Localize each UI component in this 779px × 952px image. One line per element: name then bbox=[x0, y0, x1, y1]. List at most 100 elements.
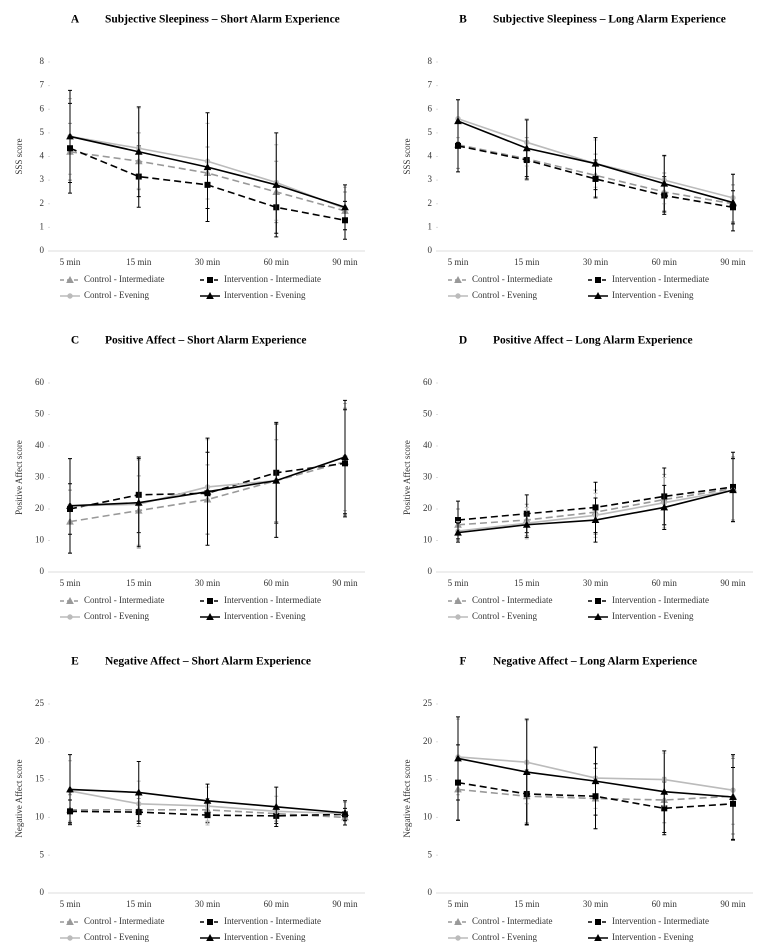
panel-title: Negative Affect – Short Alarm Experience bbox=[105, 656, 311, 668]
x-tick-label: 15 min bbox=[126, 899, 152, 909]
panel-letter: F bbox=[459, 656, 466, 668]
legend-marker bbox=[455, 614, 461, 620]
legend-marker bbox=[66, 917, 74, 925]
panel: D Positive Affect – Long Alarm Experience… bbox=[402, 335, 753, 621]
legend-marker bbox=[207, 277, 213, 283]
y-tick-label: 10 bbox=[35, 811, 45, 821]
marker bbox=[729, 792, 737, 800]
x-tick-label: 90 min bbox=[720, 257, 746, 267]
legend-label: Control - Evening bbox=[84, 290, 149, 300]
y-tick-label: 0 bbox=[428, 566, 433, 576]
x-tick-label: 15 min bbox=[514, 899, 540, 909]
y-tick-label: 6 bbox=[428, 103, 433, 113]
legend-marker bbox=[595, 277, 601, 283]
x-tick-label: 60 min bbox=[264, 257, 290, 267]
x-tick-label: 5 min bbox=[448, 578, 469, 588]
y-tick-label: 8 bbox=[428, 56, 433, 66]
y-tick-label: 20 bbox=[423, 736, 433, 746]
x-tick-label: 15 min bbox=[126, 257, 152, 267]
marker bbox=[134, 788, 143, 796]
legend-marker bbox=[207, 598, 213, 604]
y-axis-label: SSS score bbox=[402, 138, 412, 174]
marker bbox=[272, 802, 281, 810]
legend-marker bbox=[594, 291, 602, 299]
legend-label: Intervention - Evening bbox=[224, 932, 306, 942]
panel: A Subjective Sleepiness – Short Alarm Exp… bbox=[14, 14, 365, 300]
y-tick-label: 7 bbox=[428, 80, 433, 90]
y-tick-label: 30 bbox=[35, 472, 45, 482]
panel-letter: C bbox=[71, 335, 79, 347]
x-tick-label: 5 min bbox=[60, 899, 81, 909]
legend-marker bbox=[206, 933, 214, 941]
legend-marker bbox=[67, 614, 73, 620]
legend-label: Intervention - Intermediate bbox=[224, 274, 321, 284]
marker bbox=[455, 142, 461, 149]
x-tick-label: 60 min bbox=[264, 899, 290, 909]
marker bbox=[660, 179, 669, 187]
legend-label: Intervention - Intermediate bbox=[612, 595, 709, 605]
x-tick-label: 90 min bbox=[720, 899, 746, 909]
panel: F Negative Affect – Long Alarm Experience… bbox=[402, 656, 753, 942]
y-axis-label: Positive Affect score bbox=[402, 440, 412, 515]
legend-marker bbox=[66, 275, 74, 283]
y-axis-label: Negative Affect score bbox=[14, 759, 24, 837]
legend-marker bbox=[206, 612, 214, 620]
marker bbox=[729, 486, 737, 494]
y-tick-label: 40 bbox=[35, 440, 45, 450]
legend-label: Control - Evening bbox=[472, 932, 537, 942]
legend-marker bbox=[67, 935, 73, 941]
x-tick-label: 60 min bbox=[264, 578, 290, 588]
y-tick-label: 10 bbox=[35, 535, 45, 545]
legend-marker bbox=[206, 291, 214, 299]
marker bbox=[66, 501, 74, 509]
marker bbox=[454, 754, 462, 762]
series-line bbox=[69, 150, 346, 212]
y-tick-label: 4 bbox=[428, 151, 433, 161]
y-axis-label: SSS score bbox=[14, 138, 24, 174]
y-tick-label: 2 bbox=[40, 198, 45, 208]
marker bbox=[341, 452, 349, 461]
legend-marker bbox=[594, 933, 602, 941]
legend-marker bbox=[207, 919, 213, 925]
panel-title: Negative Affect – Long Alarm Experience bbox=[493, 656, 697, 668]
x-tick-label: 30 min bbox=[583, 257, 609, 267]
legend-marker bbox=[454, 596, 462, 604]
legend-label: Intervention - Evening bbox=[224, 290, 306, 300]
legend-marker bbox=[455, 293, 461, 299]
panel-title: Subjective Sleepiness – Short Alarm Expe… bbox=[105, 14, 340, 26]
x-tick-label: 90 min bbox=[332, 899, 358, 909]
legend-label: Control - Evening bbox=[472, 290, 537, 300]
marker bbox=[203, 487, 212, 495]
marker bbox=[134, 498, 143, 506]
marker bbox=[591, 777, 600, 785]
x-tick-label: 60 min bbox=[652, 578, 678, 588]
x-tick-label: 30 min bbox=[583, 578, 609, 588]
legend-marker bbox=[455, 935, 461, 941]
y-tick-label: 8 bbox=[40, 56, 45, 66]
panel: B Subjective Sleepiness – Long Alarm Expe… bbox=[402, 14, 753, 300]
marker bbox=[66, 785, 74, 793]
marker bbox=[591, 515, 600, 524]
y-tick-label: 10 bbox=[423, 811, 433, 821]
marker bbox=[203, 796, 212, 804]
y-tick-label: 50 bbox=[423, 409, 433, 419]
legend-marker bbox=[594, 612, 602, 620]
y-tick-label: 20 bbox=[423, 503, 433, 513]
y-tick-label: 0 bbox=[428, 887, 433, 897]
y-tick-label: 15 bbox=[423, 774, 433, 784]
legend-label: Intervention - Evening bbox=[224, 611, 306, 621]
y-tick-label: 0 bbox=[428, 245, 433, 255]
legend-label: Intervention - Evening bbox=[612, 290, 694, 300]
y-tick-label: 10 bbox=[423, 535, 433, 545]
y-axis-label: Negative Affect score bbox=[402, 759, 412, 837]
legend-marker bbox=[595, 598, 601, 604]
legend-marker bbox=[454, 917, 462, 925]
y-tick-label: 6 bbox=[40, 103, 45, 113]
marker bbox=[522, 144, 531, 152]
legend-marker bbox=[454, 275, 462, 283]
marker bbox=[341, 203, 349, 211]
y-tick-label: 3 bbox=[428, 174, 433, 184]
legend-marker bbox=[595, 919, 601, 925]
y-tick-label: 25 bbox=[423, 698, 433, 708]
